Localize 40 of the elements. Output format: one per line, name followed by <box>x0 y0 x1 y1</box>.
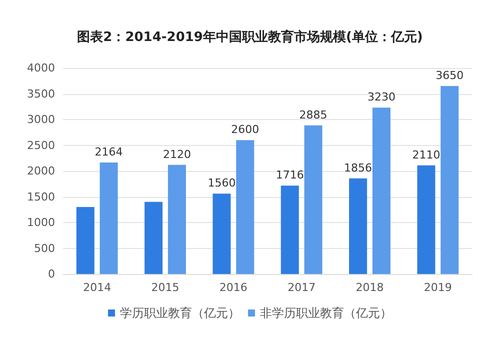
data-label: 2600 <box>231 123 260 136</box>
chart-title: 图表2：2014-2019年中国职业教育市场规模(单位：亿元) <box>77 29 423 45</box>
x-tick-label: 2017 <box>288 281 316 294</box>
y-tick-label: 0 <box>48 268 55 280</box>
y-tick-label: 1500 <box>27 190 55 204</box>
data-label: 3230 <box>367 90 396 104</box>
x-tick-label: 2019 <box>424 281 452 294</box>
data-label: 2120 <box>162 148 191 161</box>
x-tick-label: 2018 <box>356 281 384 294</box>
data-label: 1856 <box>344 161 372 174</box>
bar <box>168 164 186 274</box>
y-tick-label: 500 <box>34 242 55 255</box>
y-tick-label: 3500 <box>27 87 55 100</box>
bar <box>212 194 231 274</box>
data-label: 2164 <box>94 146 123 159</box>
data-label: 3650 <box>436 69 464 82</box>
data-label: 2885 <box>299 108 328 122</box>
y-tick-label: 2000 <box>27 164 55 178</box>
data-label: 2110 <box>412 148 440 162</box>
bar <box>144 202 163 274</box>
bar <box>236 140 254 274</box>
y-tick-label: 4000 <box>27 62 55 74</box>
x-tick-label: 2015 <box>151 281 180 294</box>
bar <box>100 162 118 274</box>
bar <box>280 186 299 274</box>
y-tick-label: 3000 <box>27 113 55 126</box>
x-tick-label: 2014 <box>83 281 112 294</box>
data-label: 1716 <box>276 168 304 182</box>
bar <box>440 86 459 274</box>
bar <box>304 125 322 274</box>
bar <box>372 108 390 274</box>
legend-label: 非学历职业教育（亿元） <box>260 306 392 320</box>
y-tick-label: 1000 <box>27 216 55 229</box>
y-tick-label: 2500 <box>27 138 55 152</box>
legend-label: 学历职业教育（亿元） <box>120 306 240 320</box>
data-label: 1560 <box>208 176 236 190</box>
bar <box>349 178 368 274</box>
x-tick-label: 2016 <box>219 281 248 294</box>
bar <box>76 207 94 274</box>
bar <box>417 165 436 274</box>
